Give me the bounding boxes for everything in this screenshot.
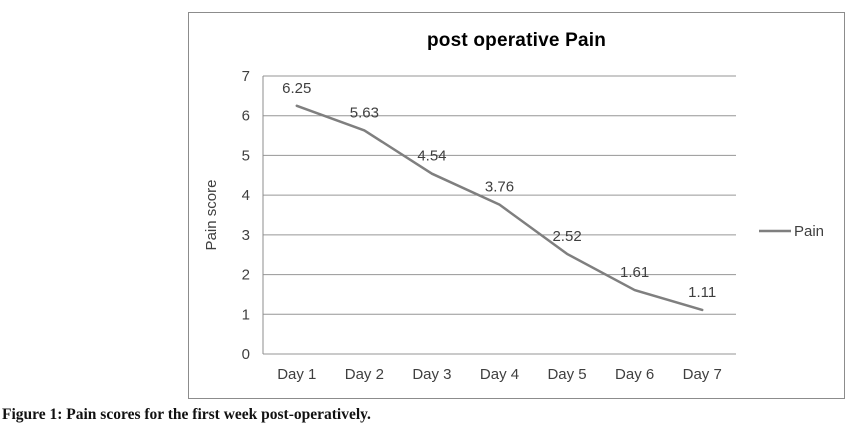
y-tick-label: 2 [242,267,250,284]
data-label: 5.63 [350,104,379,121]
chart-title: post operative Pain [426,30,607,51]
data-label: 1.11 [688,284,716,301]
plot-area: 0 1 2 3 4 5 6 7 Pain score Day 1 Day 2 Day 3 Day 4 Da… [203,68,824,383]
y-tick-label: 6 [242,108,250,125]
x-tick-label: Day 5 [547,366,586,383]
pain-line-chart: post operative Pain 0 1 2 3 4 5 6 7 Pain score Da… [188,12,845,399]
x-tick-label: Day 7 [683,366,722,383]
pain-series-line [295,104,704,312]
y-tick-label: 4 [242,187,250,204]
legend-label: Pain [794,223,824,240]
data-label: 3.76 [485,179,514,196]
data-label: 2.52 [552,228,581,245]
data-label: 1.61 [620,264,649,281]
y-tick-label: 5 [242,147,250,164]
data-label: 6.25 [282,80,311,97]
data-label: 4.54 [417,148,446,165]
y-tick-label: 1 [242,306,250,323]
y-tick-label: 0 [242,346,250,363]
x-tick-label: Day 2 [345,366,384,383]
x-tick-label: Day 1 [277,366,316,383]
y-axis-title: Pain score [203,180,220,251]
y-tick-label: 7 [242,68,250,85]
x-tick-label: Day 4 [480,366,519,383]
figure-caption: Figure 1: Pain scores for the first week… [2,406,371,423]
y-tick-label: 3 [242,227,250,244]
x-tick-label: Day 6 [615,366,654,383]
x-tick-label: Day 3 [412,366,451,383]
